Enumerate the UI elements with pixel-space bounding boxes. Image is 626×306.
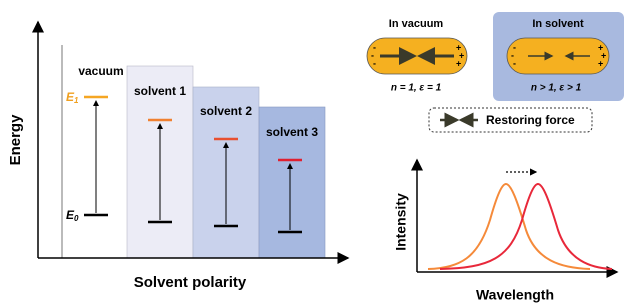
y-axis-label: Intensity — [393, 193, 409, 251]
x-axis-label: Wavelength — [476, 287, 554, 303]
vacuum-condition: n = 1, ε = 1 — [391, 83, 442, 94]
page: {"energy_diagram": {"y_axis_label": "Ene… — [0, 0, 626, 306]
column-label: solvent 2 — [200, 104, 252, 118]
lower-level-label: E0 — [66, 208, 79, 223]
energy-diagram: Energy Solvent polarity vacuum solvent 1… — [7, 22, 348, 291]
vacuum-title: In vacuum — [389, 18, 444, 30]
particle — [507, 38, 609, 74]
x-axis-label: Solvent polarity — [134, 274, 247, 291]
charge: - — [513, 58, 516, 68]
legend-label: Restoring force — [486, 113, 575, 127]
solvent-band — [440, 184, 612, 269]
charge: + — [598, 58, 603, 68]
y-axis-label: Energy — [7, 114, 24, 166]
column-label: solvent 3 — [266, 125, 318, 139]
subscript: 0 — [74, 214, 79, 223]
vacuum-band — [428, 184, 590, 269]
solvent-title: In solvent — [532, 18, 584, 30]
subscript: 1 — [74, 96, 79, 105]
upper-level-label: E1 — [66, 90, 79, 105]
charge: - — [373, 58, 376, 68]
column-label: solvent 1 — [134, 84, 186, 98]
spectrum: Intensity Wavelength — [393, 160, 617, 303]
polarization: In vacuum In solvent - - - + + + - - - +… — [367, 12, 624, 132]
column-label: vacuum — [78, 64, 123, 78]
figure: Energy Solvent polarity vacuum solvent 1… — [0, 0, 626, 306]
charge: + — [456, 58, 461, 68]
solvent-condition: n > 1, ε > 1 — [531, 83, 582, 94]
